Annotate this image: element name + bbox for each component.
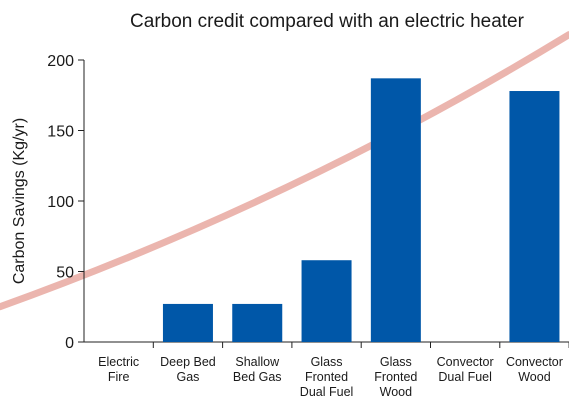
y-tick-label: 150 bbox=[47, 124, 74, 141]
x-tick-label-line: Bed Gas bbox=[233, 370, 282, 384]
y-tick-label: 0 bbox=[65, 335, 74, 352]
x-tick-label-line: Convector bbox=[506, 355, 563, 369]
x-tick-label-line: Wood bbox=[380, 385, 412, 399]
bars bbox=[162, 78, 560, 343]
x-tick-label-line: Fire bbox=[108, 370, 130, 384]
x-tick-label: Shallow Bed Gas bbox=[233, 355, 282, 384]
y-axis-label: Carbon Savings (Kg/yr) bbox=[11, 118, 28, 284]
y-axis: 0 50 100 150 200 bbox=[47, 53, 85, 352]
x-tick-label: Convector Wood bbox=[506, 355, 563, 384]
x-tick-label-line: Deep Bed bbox=[160, 355, 216, 369]
x-tick-label: Glass Fronted Dual Fuel bbox=[300, 355, 354, 399]
x-tick-label-line: Shallow bbox=[235, 355, 280, 369]
x-tick-label-line: Electric bbox=[98, 355, 139, 369]
x-tick-label-line: Dual Fuel bbox=[300, 385, 354, 399]
decorative-trend-curve bbox=[0, 31, 569, 311]
bar bbox=[370, 78, 421, 342]
bar bbox=[509, 91, 560, 343]
x-axis: Electric Fire Deep Bed Gas Shallow Bed Gas Gla… bbox=[84, 341, 569, 399]
x-tick-label-line: Dual Fuel bbox=[438, 370, 492, 384]
x-tick-label: Convector Dual Fuel bbox=[437, 355, 494, 384]
bar bbox=[301, 260, 352, 342]
x-tick-label-line: Convector bbox=[437, 355, 494, 369]
x-tick-label: Deep Bed Gas bbox=[160, 355, 216, 384]
x-tick-label-line: Fronted bbox=[374, 370, 417, 384]
x-tick-label-line: Wood bbox=[518, 370, 550, 384]
y-tick-label: 200 bbox=[47, 53, 74, 70]
y-tick-label: 50 bbox=[56, 265, 74, 282]
y-tick-label: 100 bbox=[47, 194, 74, 211]
bar bbox=[232, 303, 283, 342]
chart-title: Carbon credit compared with an electric … bbox=[130, 11, 525, 32]
x-tick-label-line: Glass bbox=[311, 355, 343, 369]
x-tick-label-line: Gas bbox=[176, 370, 199, 384]
x-tick-label: Electric Fire bbox=[98, 355, 139, 384]
x-tick-label-line: Fronted bbox=[305, 370, 348, 384]
x-tick-label-line: Glass bbox=[380, 355, 412, 369]
x-tick-label: Glass Fronted Wood bbox=[374, 355, 417, 399]
bar bbox=[162, 303, 213, 342]
